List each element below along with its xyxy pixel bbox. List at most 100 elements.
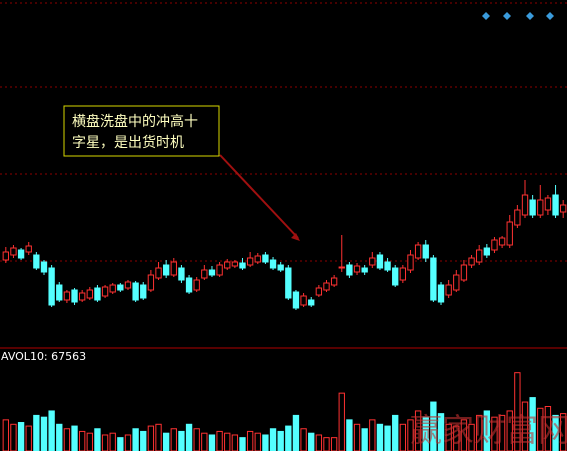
candle-body: [376, 254, 384, 269]
candle-body: [86, 289, 93, 299]
candle-body: [476, 249, 483, 263]
candle-body: [239, 262, 246, 269]
volume-bar: [71, 425, 78, 451]
candle-body: [292, 291, 300, 309]
volume-bar: [147, 425, 155, 451]
volume-label: AVOL10: 67563: [1, 350, 86, 363]
candle-body: [460, 264, 468, 281]
watermark: 赢家财富网: [410, 411, 567, 449]
candle-body: [94, 287, 101, 301]
candle-body: [132, 282, 139, 301]
candle-body: [25, 245, 32, 253]
candle-body: [330, 277, 338, 286]
candle-body: [560, 204, 567, 213]
volume-bar: [254, 432, 261, 451]
diamond-icon: [546, 12, 554, 20]
candle-body: [422, 244, 429, 259]
candle-body: [40, 261, 48, 273]
candle-body: [346, 264, 353, 276]
candle-body: [384, 261, 391, 271]
candle-body: [208, 269, 216, 276]
candle-body: [231, 261, 239, 267]
volume-bar: [208, 434, 216, 451]
volume-bar: [483, 410, 491, 451]
volume-bar: [17, 422, 25, 451]
volume-bar: [262, 434, 269, 451]
volume-bar: [323, 437, 330, 451]
volume-bar: [178, 430, 185, 451]
candle-body: [56, 284, 63, 301]
volume-bar: [124, 434, 132, 451]
volume-bar: [117, 437, 124, 451]
candle-body: [353, 265, 361, 273]
candle-body: [323, 282, 330, 291]
volume-bar: [201, 432, 208, 451]
annotation-arrow: [219, 154, 299, 239]
diamond-icon: [503, 12, 511, 20]
volume-bar: [224, 432, 231, 451]
toolbar-icons: [482, 12, 554, 20]
volume-bar: [94, 428, 101, 451]
volume-bar: [300, 428, 307, 451]
candle-body: [262, 254, 269, 263]
candle-body: [71, 289, 78, 303]
candle-body: [392, 267, 399, 286]
candle-body: [2, 251, 9, 261]
candle-body: [537, 199, 544, 216]
candle-body: [170, 261, 177, 276]
candle-body: [529, 199, 536, 216]
candle-body: [361, 267, 368, 273]
volume-bar: [216, 430, 223, 451]
volume-bar: [529, 397, 536, 451]
volume-bar: [78, 430, 86, 451]
candle-body: [300, 295, 307, 306]
volume-bar: [193, 428, 200, 451]
volume-bar: [506, 410, 513, 451]
candle-body: [414, 244, 422, 259]
candle-body: [78, 292, 86, 301]
candle-body: [399, 267, 407, 281]
volume-bar: [48, 410, 55, 451]
volume-bar: [292, 414, 300, 451]
volume-bar: [330, 437, 338, 451]
candle-body: [315, 287, 323, 296]
candle-body: [483, 247, 491, 256]
volume-bar: [63, 428, 71, 451]
annotation-box: [63, 105, 220, 157]
candle-body: [468, 257, 475, 266]
volume-bar: [414, 410, 422, 451]
volume-bar: [140, 430, 147, 451]
annotation-text: 横盘洗盘中的冲高十: [72, 113, 198, 130]
volume-bar: [361, 428, 368, 451]
candle-body: [544, 197, 552, 211]
volume-bar: [86, 432, 93, 451]
volume-bar: [2, 419, 9, 451]
volume-bar: [407, 419, 414, 451]
volume-bar: [10, 423, 17, 451]
candle-body: [10, 247, 17, 256]
candle-body: [308, 299, 315, 306]
candle-body: [33, 254, 40, 269]
candle-body: [48, 267, 55, 306]
candle-body: [185, 277, 193, 293]
volume-bar: [353, 423, 361, 451]
candle-body: [193, 279, 200, 291]
volume-bar: [285, 425, 292, 451]
volume-bar: [338, 392, 345, 451]
volume-bar: [346, 419, 353, 451]
candle-body: [285, 267, 292, 299]
candle-body: [224, 261, 231, 269]
volume-bar: [537, 407, 544, 451]
candle-body: [506, 221, 513, 246]
candle-body: [17, 249, 25, 259]
volume-bar: [384, 425, 391, 451]
candle-body: [369, 257, 376, 266]
candle-body: [552, 194, 559, 216]
arrow-head: [291, 233, 300, 241]
candle-body: [445, 284, 452, 296]
volume-bar: [239, 437, 246, 451]
candle-body: [430, 257, 437, 301]
candle-body: [162, 264, 170, 276]
